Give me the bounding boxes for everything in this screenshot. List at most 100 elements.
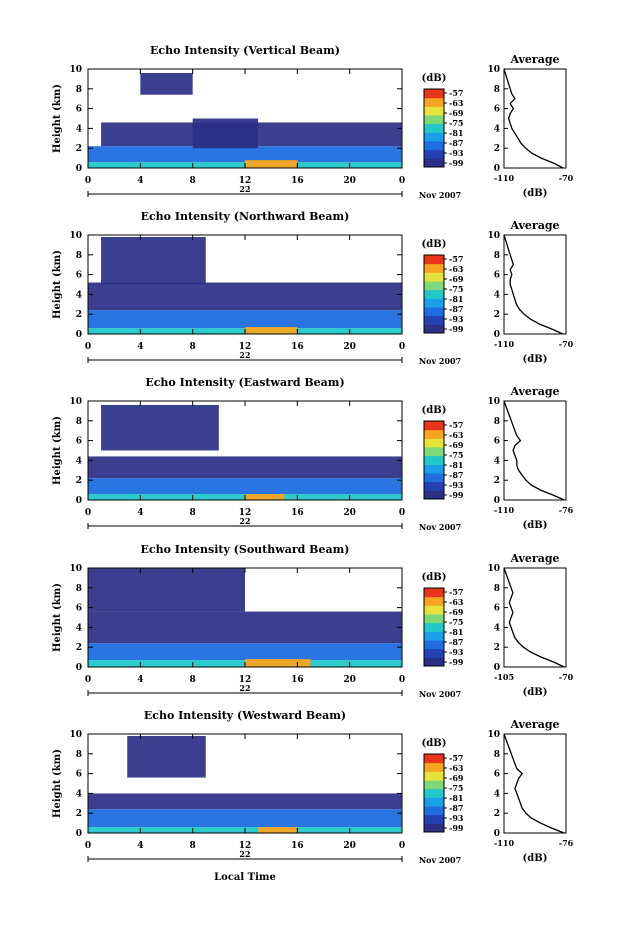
profile-title: Average [509, 552, 559, 565]
colorbar-segment [424, 141, 444, 151]
panel-title: Echo Intensity (Northward Beam) [141, 210, 350, 223]
profile-x-tick-label: -70 [559, 339, 574, 349]
y-tick-label: 0 [76, 496, 82, 506]
colorbar-segment [424, 588, 444, 598]
heatmap-layers [88, 735, 402, 833]
y-tick-label: 2 [76, 643, 82, 653]
x-tick-label: 4 [137, 841, 143, 851]
profile-y-tick-label: 6 [494, 437, 500, 447]
profile-line [503, 567, 565, 668]
profile-y-tick-label: 2 [494, 310, 500, 320]
x-tick-label: 16 [291, 176, 304, 186]
y-tick-label: 10 [69, 730, 82, 740]
month-label: Nov 2007 [419, 190, 461, 200]
x-tick-label: 16 [291, 675, 304, 685]
colorbar-tick-label: -87 [449, 803, 463, 813]
y-tick-label: 2 [76, 310, 82, 320]
profile-y-tick-label: 6 [494, 770, 500, 780]
colorbar-segment [424, 421, 444, 431]
colorbar-tick-label: -99 [449, 657, 464, 667]
colorbar-tick-label: -63 [449, 98, 464, 108]
y-tick-label: 2 [76, 476, 82, 486]
colorbar-tick-label: -63 [449, 763, 464, 773]
heatmap-cell [88, 611, 402, 644]
colorbar-tick-label: -81 [449, 294, 463, 304]
heatmap-cell [127, 735, 206, 778]
colorbar-tick-label: -75 [449, 617, 463, 627]
panel-1: Echo Intensity (Vertical Beam) Height (km… [52, 44, 574, 200]
x-tick-label: 8 [190, 675, 196, 685]
profile-line [503, 400, 565, 501]
profile-frame [503, 733, 567, 834]
colorbar-tick-label: -99 [449, 158, 464, 168]
profile-frame [503, 567, 567, 668]
colorbar-tick-label: -93 [449, 148, 464, 158]
x-tick-label: 4 [137, 508, 143, 518]
x-tick-label: 12 [239, 841, 252, 851]
y-tick-label: 0 [76, 663, 82, 673]
profile-frame [503, 400, 567, 501]
y-tick-label: 10 [69, 397, 82, 407]
colorbar-segment [424, 605, 444, 615]
colorbar-tick-label: -57 [449, 753, 463, 763]
heatmap-cell [192, 118, 259, 149]
profile-y-tick-label: 8 [494, 584, 500, 594]
profile-y-tick-label: 2 [494, 476, 500, 486]
x-tick-label: 0 [399, 675, 405, 685]
profile-y-tick-label: 0 [494, 663, 500, 673]
day-label: 22 [239, 184, 250, 194]
colorbar-tick-label: -81 [449, 627, 463, 637]
colorbar-tick-label: -81 [449, 793, 463, 803]
panel-title: Echo Intensity (Southward Beam) [141, 543, 350, 556]
profile-frame [503, 68, 567, 169]
x-tick-label: 8 [190, 841, 196, 851]
colorbar-tick-label: -75 [449, 118, 463, 128]
y-tick-label: 6 [76, 770, 82, 780]
colorbar-tick-label: -87 [449, 637, 463, 647]
colorbar-segment [424, 307, 444, 317]
colorbar-unit: (dB) [422, 405, 447, 416]
colorbar-tick-label: -87 [449, 304, 463, 314]
colorbar-segment [424, 298, 444, 308]
colorbar-segment [424, 263, 444, 273]
colorbar-frame [423, 254, 445, 334]
profile-y-tick-label: 10 [487, 231, 500, 241]
profile-y-tick-label: 8 [494, 251, 500, 261]
profile-title: Average [509, 53, 559, 66]
profile-title: Average [509, 219, 559, 232]
profile-x-tick-label: -105 [494, 672, 514, 682]
colorbar-tick-label: -63 [449, 430, 464, 440]
y-tick-label: 6 [76, 604, 82, 614]
x-tick-label: 12 [239, 342, 252, 352]
y-axis-label: Height (km) [52, 416, 63, 485]
profile-y-tick-label: 2 [494, 144, 500, 154]
colorbar-tick-label: -87 [449, 138, 463, 148]
colorbar-tick-label: -69 [449, 440, 464, 450]
colorbar-tick-label: -69 [449, 607, 464, 617]
day-label: 22 [239, 350, 250, 360]
x-tick-label: 12 [239, 675, 252, 685]
colorbar-tick-label: -81 [449, 460, 463, 470]
panel-title: Echo Intensity (Eastward Beam) [145, 376, 344, 389]
x-tick-label: 0 [399, 508, 405, 518]
colorbar-tick-label: -87 [449, 470, 463, 480]
x-tick-label: 20 [343, 508, 356, 518]
heatmap-cell [140, 72, 193, 95]
heatmap-cell [245, 327, 298, 334]
colorbar-tick-label: -57 [449, 587, 463, 597]
profile-y-tick-label: 10 [487, 65, 500, 75]
profile-y-tick-label: 8 [494, 85, 500, 95]
profile-x-tick-label: -76 [559, 505, 574, 515]
heatmap-cell [245, 160, 298, 168]
profile-y-tick-label: 4 [494, 290, 500, 300]
heatmap-cell [101, 236, 206, 285]
profile-x-tick-label: -110 [494, 339, 514, 349]
colorbar-tick-label: -99 [449, 823, 464, 833]
colorbar-segment [424, 289, 444, 299]
panel-3: Echo Intensity (Eastward Beam) Height (km… [52, 376, 574, 532]
profile-x-tick-label: -110 [494, 505, 514, 515]
colorbar-tick-label: -63 [449, 597, 464, 607]
y-tick-label: 0 [76, 164, 82, 174]
colorbar-segment [424, 490, 444, 500]
heatmap-cell [88, 478, 402, 495]
